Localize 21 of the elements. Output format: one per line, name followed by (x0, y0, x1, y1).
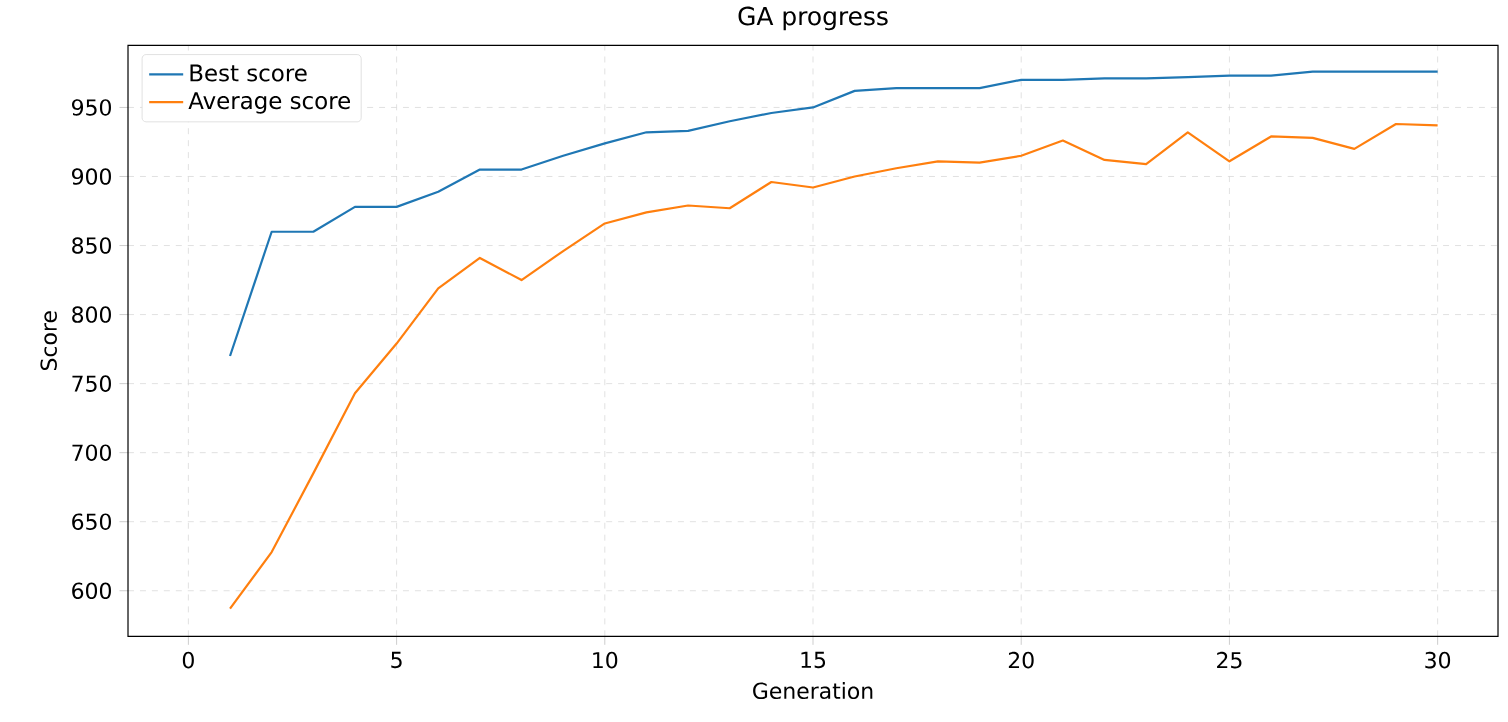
y-axis-title: Score (40, 311, 57, 370)
y-tick-label: 750 (72, 375, 111, 392)
y-tick-label: 800 (72, 306, 111, 323)
x-tick-label: 15 (801, 651, 826, 668)
legend-label: Average score (188, 92, 351, 114)
y-tick-label: 850 (72, 237, 111, 254)
line-series (228, 122, 1439, 610)
y-tick-label: 950 (72, 99, 111, 116)
x-tick-label: 0 (182, 651, 194, 669)
x-tick-label: 25 (1217, 651, 1242, 669)
y-tick-label: 700 (72, 444, 111, 461)
legend-label: Best score (190, 64, 307, 82)
x-tick-label: 5 (391, 651, 402, 668)
y-tick-label: 650 (72, 513, 111, 530)
x-axis-title: Generation (753, 681, 873, 699)
chart-title: GA progress (738, 6, 888, 31)
x-tick-label: 30 (1425, 651, 1451, 669)
x-tick-label: 20 (1008, 651, 1034, 669)
x-tick-label: 10 (593, 651, 618, 669)
y-tick-label: 600 (72, 582, 111, 599)
y-tick-label: 900 (72, 168, 111, 185)
